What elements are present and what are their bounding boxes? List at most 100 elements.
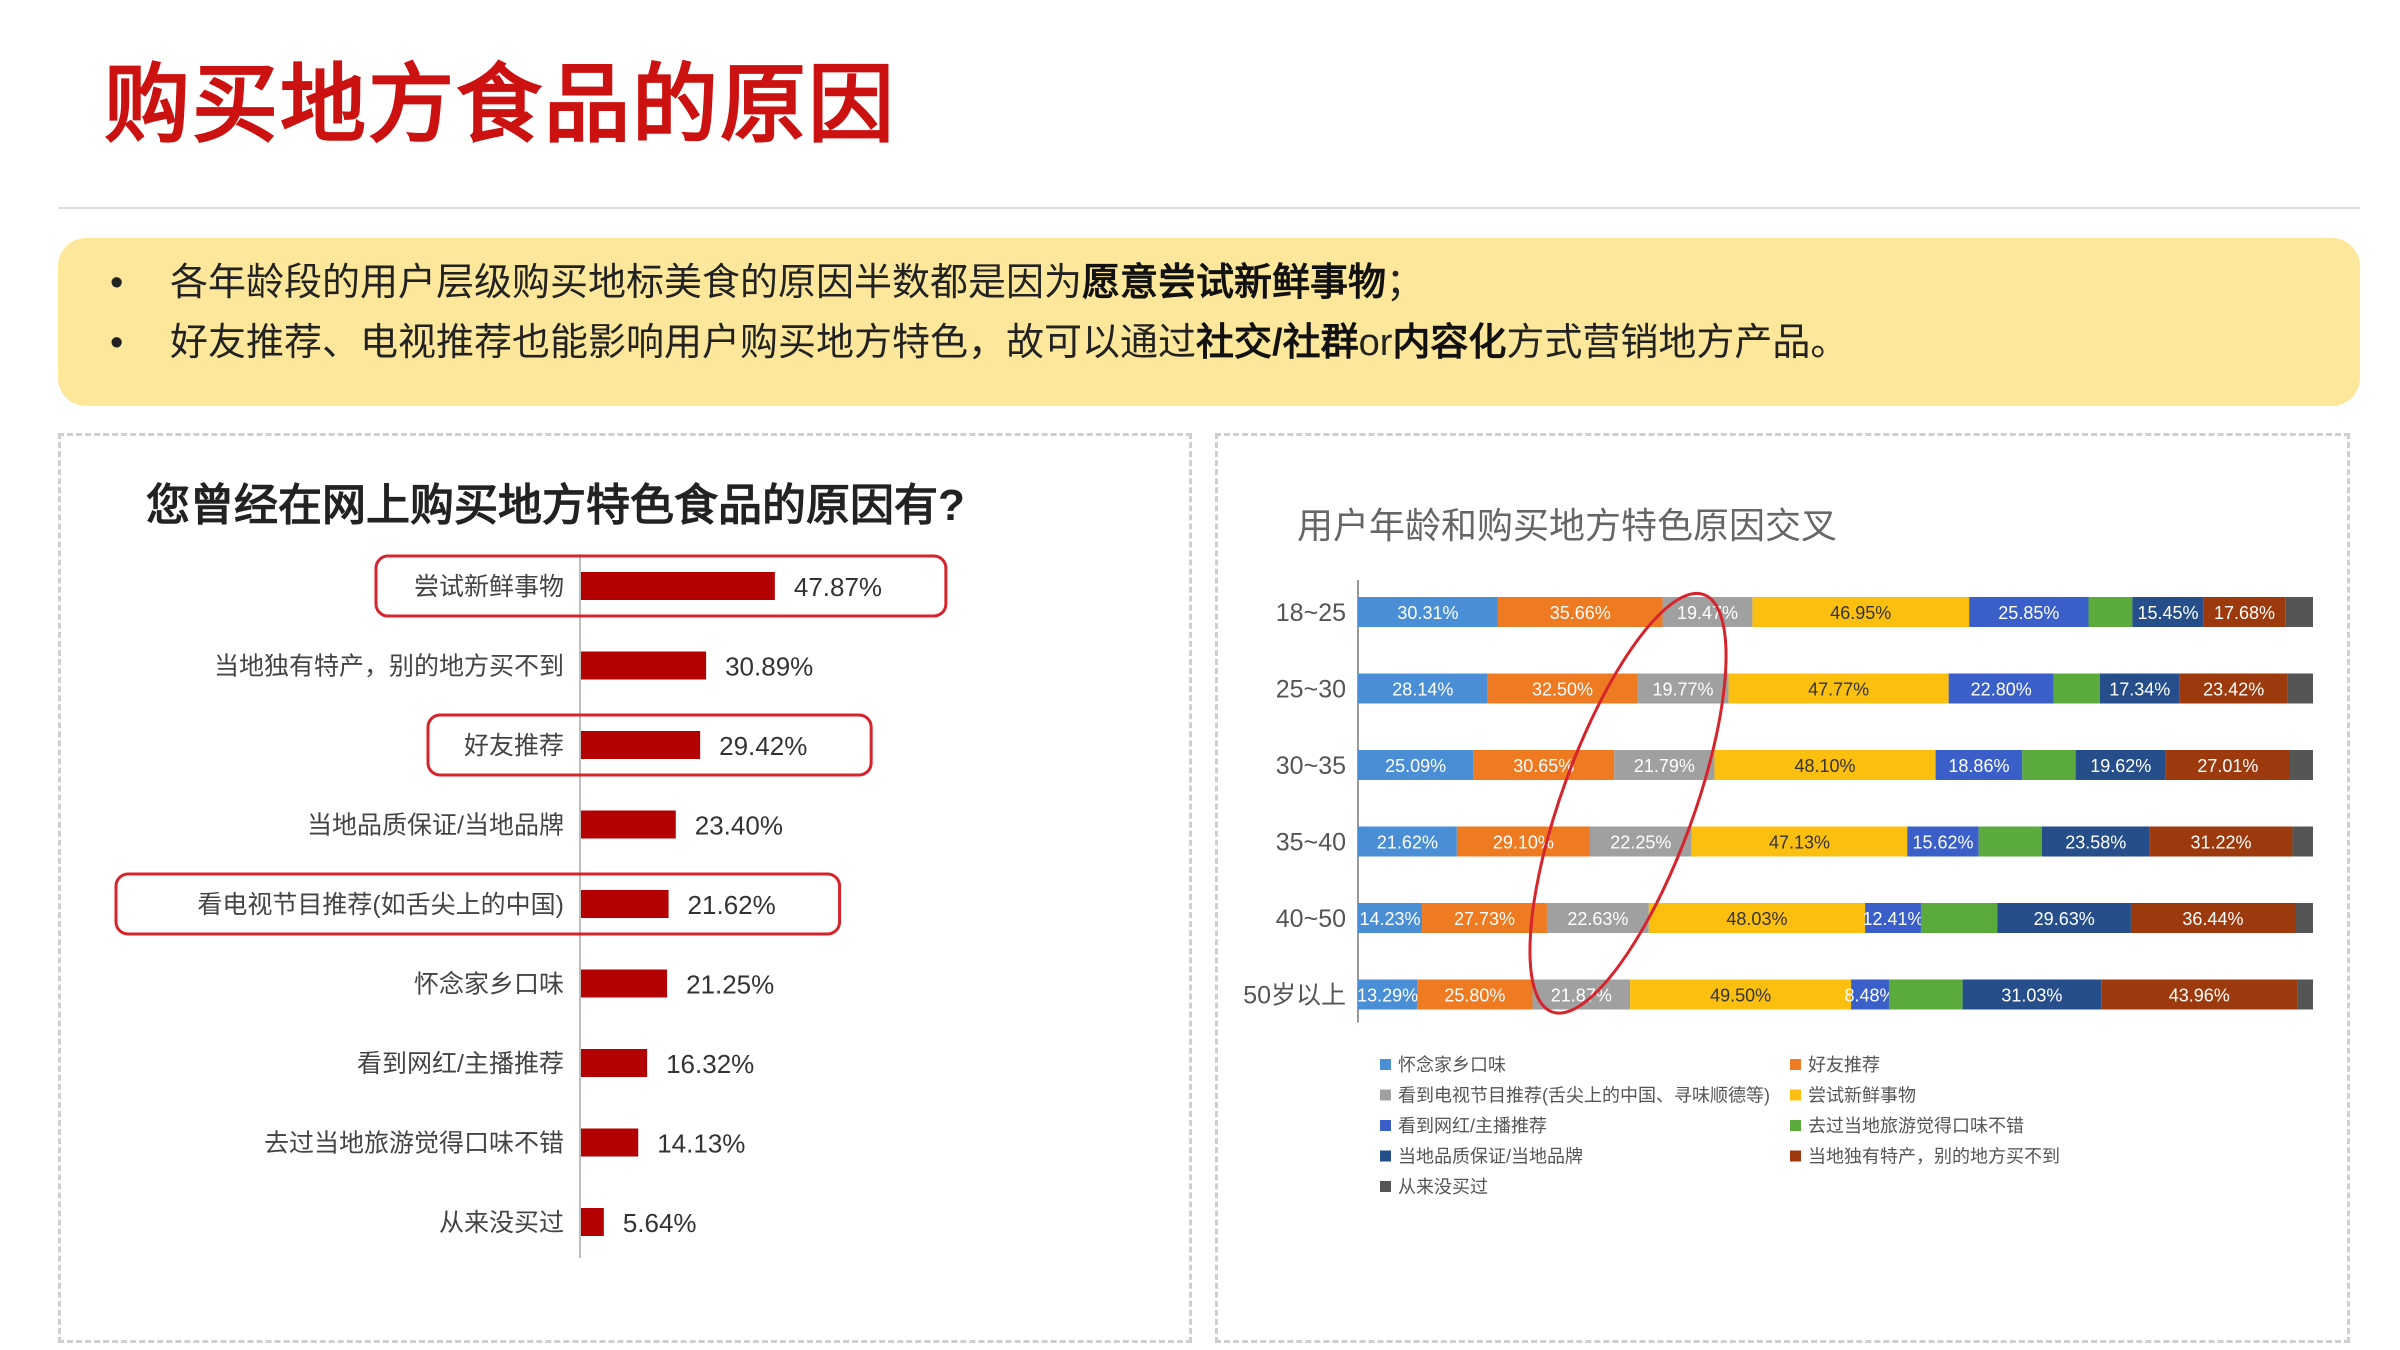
category-label: 看电视节目推荐(如舌尖上的中国) <box>197 891 564 919</box>
stack-segment <box>1614 750 1715 780</box>
segment-label: 15.62% <box>1912 833 1973 853</box>
highlight-ellipse <box>1528 591 1728 1015</box>
stack-segment <box>1358 597 1498 627</box>
value-label: 14.13% <box>657 1129 745 1159</box>
stack-segment <box>2285 597 2313 627</box>
segment-label: 32.50% <box>1532 680 1593 700</box>
value-label: 47.87% <box>794 572 882 602</box>
segment-label: 36.44% <box>2182 909 2243 929</box>
stack-segment <box>1648 903 1866 933</box>
segment-label: 43.96% <box>2169 986 2230 1006</box>
stack-segment <box>1728 673 1949 704</box>
age-cross-chart-title: 用户年龄和购买地方特色原因交叉 <box>1297 505 1838 546</box>
stack-segment <box>2290 750 2313 780</box>
legend-swatch <box>1790 1150 1801 1162</box>
category-label: 去过当地旅游觉得口味不错 <box>264 1130 564 1158</box>
stack-segment <box>1997 903 2131 933</box>
segment-label: 28.14% <box>1392 680 1453 700</box>
segment-label: 47.77% <box>1808 680 1869 700</box>
legend-swatch <box>1380 1120 1391 1131</box>
segment-label: 22.25% <box>1610 833 1671 853</box>
reasons-chart-panel <box>58 433 1192 1343</box>
segment-label: 46.95% <box>1830 603 1891 623</box>
segment-label: 25.80% <box>1444 986 1505 1006</box>
summary-bullet-1: • 各年龄段的用户层级购买地标美食的原因半数都是因为愿意尝试新鲜事物； <box>110 264 1424 302</box>
stack-segment <box>1417 979 1533 1010</box>
bar <box>581 890 669 918</box>
segment-label: 23.58% <box>2065 833 2126 853</box>
legend-swatch <box>1790 1089 1801 1101</box>
segment-label: 17.34% <box>2109 680 2170 700</box>
legend-swatch <box>1790 1120 1801 1131</box>
stack-segment <box>1662 597 1753 627</box>
legend-label: 尝试新鲜事物 <box>1808 1086 1916 1106</box>
category-label: 从来没买过 <box>439 1209 564 1237</box>
stack-segment <box>2130 903 2295 933</box>
stack-segment <box>1589 826 1692 857</box>
segment-label: 29.63% <box>2034 909 2095 929</box>
stack-segment <box>1456 826 1590 857</box>
segment-label: 25.09% <box>1385 756 1446 776</box>
bullet-text: 好友推荐、电视推荐也能影响用户购买地方特色，故可以通过 <box>170 322 1197 364</box>
bar <box>581 969 668 998</box>
legend-label: 看到网红/主播推荐 <box>1398 1116 1547 1136</box>
segment-label: 27.73% <box>1454 909 1515 929</box>
bullet-emphasis: 内容化 <box>1392 322 1507 364</box>
age-cross-chart-panel <box>1215 433 2350 1343</box>
stack-segment <box>2101 979 2298 1010</box>
stack-segment <box>2203 597 2286 627</box>
segment-label: 14.23% <box>1360 909 1421 929</box>
category-label: 尝试新鲜事物 <box>414 573 564 601</box>
bar <box>581 1128 639 1157</box>
stack-segment <box>2053 673 2100 704</box>
value-label: 30.89% <box>725 652 813 682</box>
stack-segment <box>2132 597 2204 627</box>
age-group-label: 18~25 <box>1276 599 1346 627</box>
legend-label: 好友推荐 <box>1808 1055 1880 1075</box>
title-divider <box>58 207 2360 209</box>
stack-segment <box>2294 903 2313 933</box>
stack-segment <box>2041 826 2150 857</box>
value-label: 21.25% <box>686 970 774 1000</box>
stack-segment <box>2297 979 2313 1010</box>
reasons-chart-title: 您曾经在网上购买地方特色食品的原因有? <box>146 481 965 530</box>
bullet-text: or <box>1358 322 1393 364</box>
segment-label: 47.13% <box>1769 833 1830 853</box>
legend-swatch <box>1380 1059 1391 1070</box>
value-label: 16.32% <box>666 1049 754 1079</box>
legend-swatch <box>1380 1089 1391 1101</box>
legend-swatch <box>1790 1059 1801 1070</box>
legend-swatch <box>1380 1181 1391 1192</box>
segment-label: 13.29% <box>1357 986 1418 1006</box>
age-group-label: 25~30 <box>1276 676 1346 704</box>
bullet-emphasis: 愿意尝试新鲜事物 <box>1082 262 1387 304</box>
bar <box>581 810 676 839</box>
summary-bullet-2: • 好友推荐、电视推荐也能影响用户购买地方特色，故可以通过社交/社群or内容化方式… <box>110 324 1848 362</box>
stack-segment <box>1978 826 2042 857</box>
legend-label: 当地品质保证/当地品牌 <box>1398 1147 1583 1167</box>
value-label: 23.40% <box>695 811 783 841</box>
legend-label: 看到电视节目推荐(舌尖上的中国、寻味顺德等) <box>1398 1086 1770 1106</box>
summary-callout <box>58 238 2360 406</box>
segment-label: 35.66% <box>1550 603 1611 623</box>
stack-segment <box>1358 673 1488 704</box>
segment-label: 19.47% <box>1677 603 1738 623</box>
stack-segment <box>2149 826 2293 857</box>
stack-segment <box>2022 750 2076 780</box>
age-group-label: 50岁以上 <box>1243 982 1346 1010</box>
segment-label: 21.62% <box>1377 833 1438 853</box>
stack-segment <box>1907 826 1979 857</box>
segment-label: 49.50% <box>1710 986 1771 1006</box>
segment-label: 22.80% <box>1971 680 2032 700</box>
segment-label: 17.68% <box>2214 603 2275 623</box>
stack-segment <box>1630 979 1852 1010</box>
highlight-frame <box>114 872 842 936</box>
segment-label: 15.45% <box>2137 603 2198 623</box>
stack-segment <box>2088 597 2133 627</box>
stack-segment <box>1358 826 1457 857</box>
stack-segment <box>1546 903 1649 933</box>
bar <box>581 1049 648 1077</box>
stack-segment <box>2287 673 2313 704</box>
stack-segment <box>1948 673 2054 704</box>
value-label: 21.62% <box>688 890 776 920</box>
